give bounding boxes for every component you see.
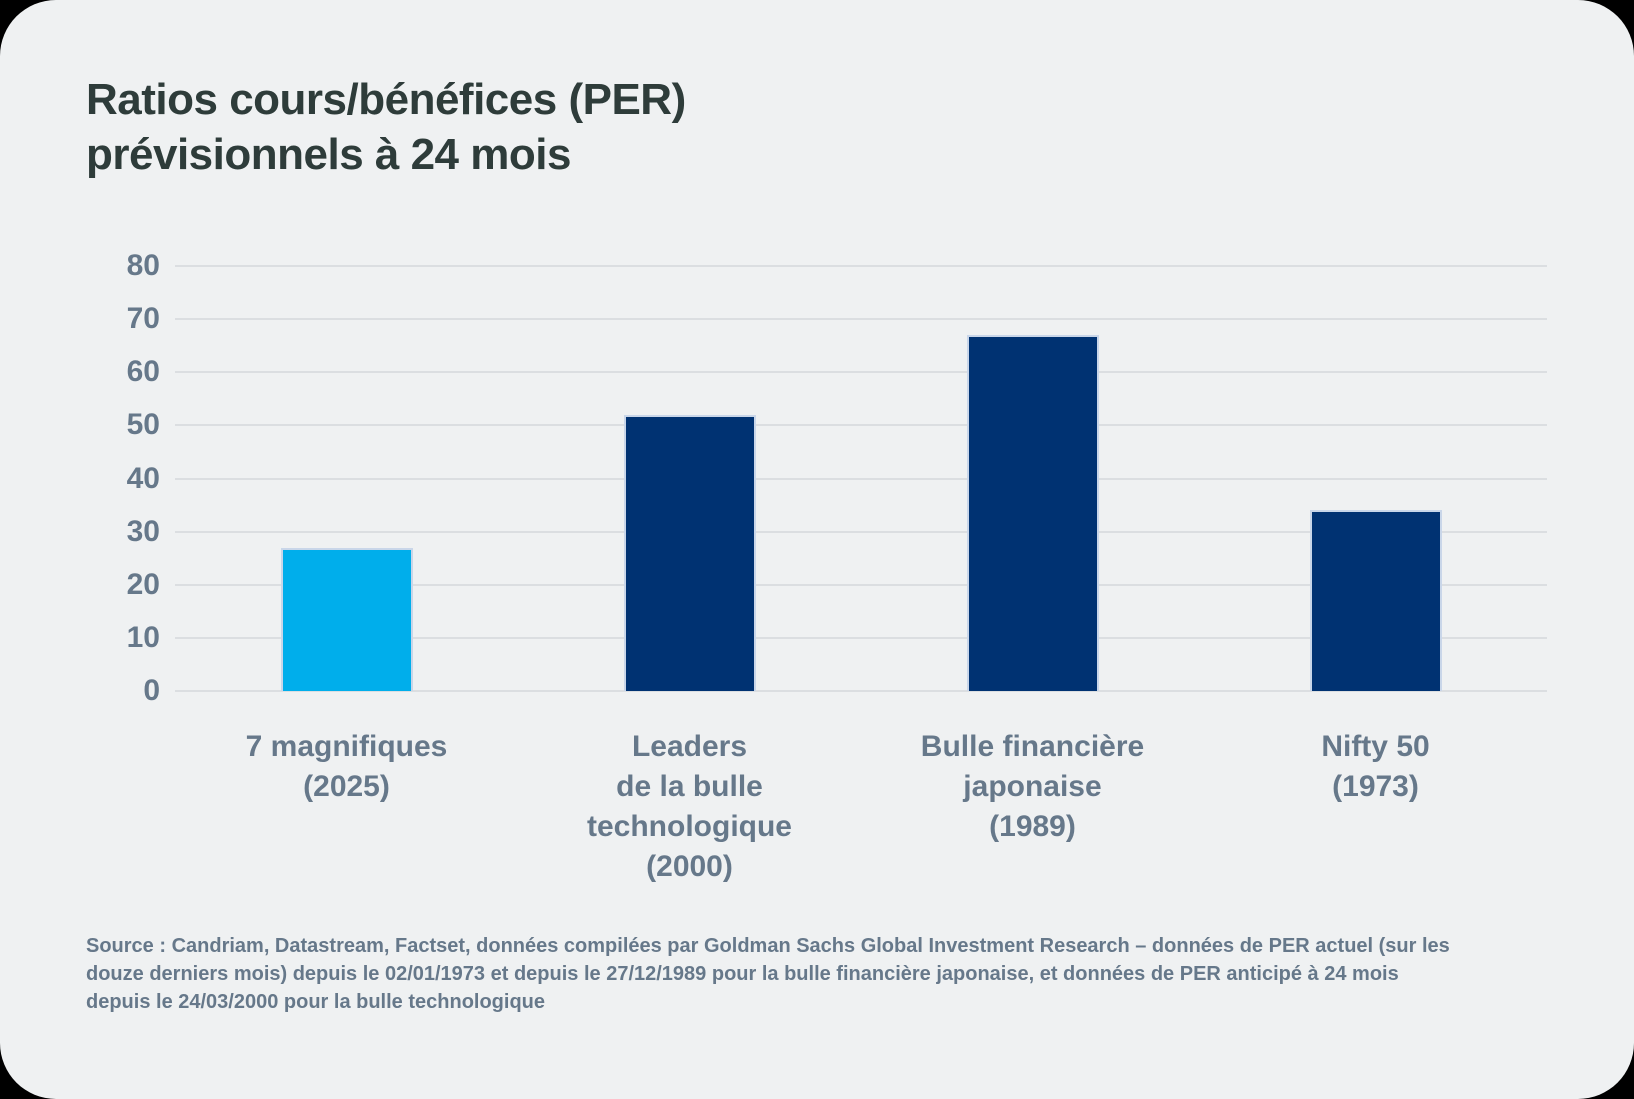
gridline-20 [175,583,1547,586]
x-category-label-1: Leaders de la bulle technologique (2000) [587,730,792,883]
bar-column-3 [1204,266,1547,691]
y-tick-label-80: 80 [126,249,160,282]
gridline-50 [175,424,1547,427]
bar-columns [175,266,1547,691]
y-tick-label-0: 0 [143,674,160,707]
y-tick-label-70: 70 [126,302,160,336]
y-axis: 0 10 20 30 40 50 60 70 80 [0,249,160,707]
bar-1 [623,414,756,691]
bar-column-0 [175,266,518,691]
bar-0 [280,547,413,691]
bar-column-2 [861,266,1204,691]
y-tick-label-30: 30 [126,514,160,548]
bar-3 [1309,510,1442,691]
x-category-label-0: 7 magnifiques (2025) [245,730,448,803]
y-tick-label-50: 50 [126,408,160,442]
bar-2 [966,335,1099,691]
gridline-80 [175,265,1547,267]
gridline-60 [175,371,1547,374]
y-tick-label-40: 40 [126,461,160,495]
gridline-40 [175,477,1547,480]
bar-column-1 [518,266,861,691]
gridline-30 [175,530,1547,533]
gridline-0 [175,690,1547,692]
y-tick-label-20: 20 [126,567,160,601]
x-category-label-3: Nifty 50 (1973) [1321,730,1430,803]
chart-title: Ratios cours/bénéfices (PER) prévisionne… [86,75,686,179]
plot-area [175,265,1547,692]
gridline-10 [175,636,1547,639]
source-note: Source : Candriam, Datastream, Factset, … [86,935,1450,1013]
y-tick-label-60: 60 [126,355,160,389]
x-axis-labels: 7 magnifiques (2025) Leaders de la bulle … [175,727,1547,887]
y-tick-label-10: 10 [126,620,160,654]
x-category-label-2: Bulle financière japonaise (1989) [920,730,1145,843]
gridline-70 [175,318,1547,321]
